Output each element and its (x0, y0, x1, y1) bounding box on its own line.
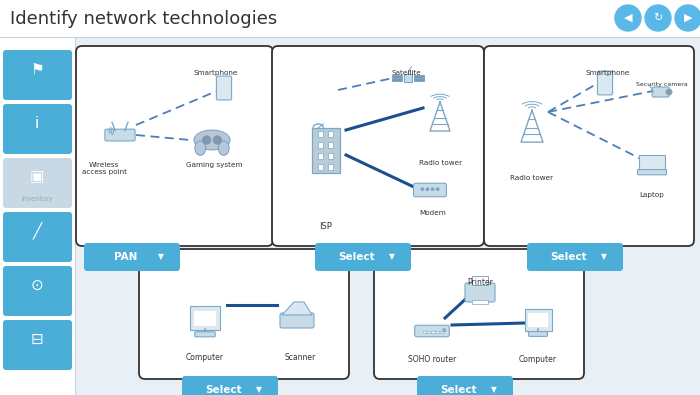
Text: Identify network technologies: Identify network technologies (10, 10, 277, 28)
FancyBboxPatch shape (527, 243, 623, 271)
FancyBboxPatch shape (440, 331, 443, 333)
Circle shape (202, 136, 211, 144)
Polygon shape (282, 302, 312, 315)
Text: Wireless
access point: Wireless access point (81, 162, 127, 175)
FancyBboxPatch shape (414, 75, 424, 81)
FancyBboxPatch shape (0, 0, 700, 37)
FancyBboxPatch shape (328, 164, 333, 169)
FancyBboxPatch shape (472, 276, 489, 285)
FancyBboxPatch shape (3, 266, 72, 316)
Text: ▣: ▣ (30, 169, 44, 184)
Text: SOHO router: SOHO router (408, 355, 456, 364)
FancyBboxPatch shape (318, 153, 323, 158)
Text: introduction: introduction (17, 88, 57, 94)
Circle shape (214, 136, 221, 144)
Text: Select: Select (550, 252, 587, 262)
Text: PAN: PAN (114, 252, 137, 262)
Text: Radio tower: Radio tower (419, 160, 463, 166)
FancyBboxPatch shape (423, 331, 426, 333)
FancyBboxPatch shape (374, 249, 584, 379)
FancyBboxPatch shape (0, 37, 75, 395)
FancyBboxPatch shape (472, 299, 489, 304)
Text: Gaming system: Gaming system (186, 162, 242, 168)
Text: Satellite: Satellite (391, 70, 421, 76)
FancyBboxPatch shape (427, 331, 430, 333)
FancyBboxPatch shape (195, 311, 216, 326)
Text: Computer: Computer (186, 353, 224, 362)
FancyBboxPatch shape (318, 142, 323, 148)
FancyBboxPatch shape (328, 153, 333, 158)
Text: Modem: Modem (419, 210, 447, 216)
Text: contrast: contrast (23, 358, 51, 364)
FancyBboxPatch shape (524, 308, 552, 331)
Text: ⊟: ⊟ (31, 331, 43, 346)
FancyBboxPatch shape (216, 76, 232, 100)
FancyBboxPatch shape (3, 104, 72, 154)
FancyBboxPatch shape (3, 212, 72, 262)
Text: Security camera: Security camera (636, 82, 688, 87)
FancyBboxPatch shape (528, 313, 547, 327)
Circle shape (645, 5, 671, 31)
Circle shape (426, 188, 428, 190)
FancyBboxPatch shape (84, 243, 180, 271)
FancyBboxPatch shape (182, 376, 278, 395)
FancyBboxPatch shape (414, 325, 449, 337)
FancyBboxPatch shape (318, 164, 323, 169)
FancyBboxPatch shape (392, 75, 402, 81)
FancyBboxPatch shape (3, 158, 72, 208)
FancyBboxPatch shape (465, 283, 495, 302)
Text: ISP: ISP (320, 222, 332, 231)
Text: ⚑: ⚑ (30, 62, 44, 77)
Ellipse shape (195, 141, 206, 155)
FancyBboxPatch shape (190, 307, 220, 330)
FancyBboxPatch shape (639, 155, 665, 172)
Ellipse shape (194, 130, 230, 150)
FancyBboxPatch shape (318, 131, 323, 137)
Text: magnifier: magnifier (21, 304, 53, 310)
Text: i: i (35, 115, 39, 130)
FancyBboxPatch shape (403, 73, 412, 83)
FancyBboxPatch shape (652, 87, 669, 97)
Text: Select: Select (338, 252, 375, 262)
FancyBboxPatch shape (484, 46, 694, 246)
FancyBboxPatch shape (315, 243, 411, 271)
Circle shape (431, 188, 434, 190)
FancyBboxPatch shape (328, 131, 333, 137)
FancyBboxPatch shape (139, 249, 349, 379)
FancyBboxPatch shape (417, 376, 513, 395)
FancyBboxPatch shape (105, 129, 135, 141)
Text: Smartphone: Smartphone (586, 70, 630, 76)
Text: inventory: inventory (21, 196, 53, 202)
FancyBboxPatch shape (528, 331, 547, 337)
Text: ⊙: ⊙ (31, 278, 43, 293)
Text: ▶: ▶ (684, 13, 692, 23)
FancyBboxPatch shape (272, 46, 484, 246)
Text: ↻: ↻ (653, 13, 663, 23)
FancyBboxPatch shape (414, 183, 447, 197)
FancyBboxPatch shape (436, 331, 439, 333)
Text: ▼: ▼ (158, 252, 164, 261)
FancyBboxPatch shape (195, 332, 215, 337)
Circle shape (666, 89, 672, 95)
Text: Laptop: Laptop (640, 192, 664, 198)
FancyBboxPatch shape (3, 320, 72, 370)
Circle shape (421, 188, 424, 190)
FancyBboxPatch shape (3, 50, 72, 100)
Text: Radio tower: Radio tower (510, 175, 554, 181)
FancyBboxPatch shape (75, 37, 700, 395)
FancyBboxPatch shape (638, 169, 666, 175)
Circle shape (437, 188, 439, 190)
Ellipse shape (218, 141, 229, 155)
Text: ▼: ▼ (491, 386, 497, 395)
Text: Computer: Computer (519, 355, 557, 364)
Text: Smartphone: Smartphone (194, 70, 238, 76)
Text: Printer: Printer (467, 278, 493, 287)
Text: ╱: ╱ (32, 222, 41, 240)
Text: ▼: ▼ (256, 386, 262, 395)
Text: Scanner: Scanner (284, 353, 316, 362)
FancyBboxPatch shape (76, 46, 273, 246)
Circle shape (443, 329, 446, 331)
Circle shape (615, 5, 641, 31)
Text: Select: Select (205, 385, 242, 395)
